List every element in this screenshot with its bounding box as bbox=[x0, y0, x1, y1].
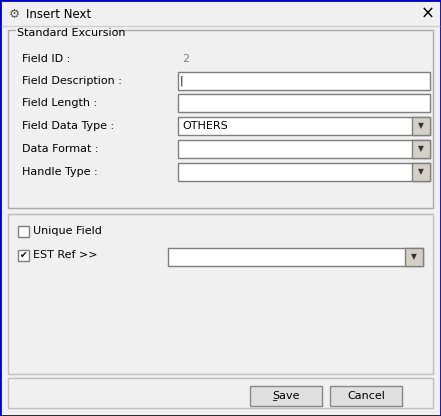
Text: Field Length :: Field Length : bbox=[22, 98, 97, 108]
Bar bbox=[178, 163, 430, 181]
Text: ×: × bbox=[421, 5, 435, 23]
Text: Standard Excursion: Standard Excursion bbox=[17, 28, 126, 38]
Bar bbox=[8, 214, 433, 374]
Text: ▼: ▼ bbox=[418, 144, 424, 154]
Bar bbox=[178, 94, 430, 112]
Text: Field ID :: Field ID : bbox=[22, 54, 70, 64]
Bar bbox=[8, 30, 433, 208]
Text: Unique Field: Unique Field bbox=[33, 226, 102, 237]
Text: ▼: ▼ bbox=[418, 168, 424, 176]
Bar bbox=[250, 386, 322, 406]
Bar bbox=[18, 226, 29, 237]
Text: Field Description :: Field Description : bbox=[22, 76, 122, 86]
Bar bbox=[178, 72, 430, 90]
Text: _: _ bbox=[272, 393, 276, 401]
Text: ✔: ✔ bbox=[20, 251, 27, 260]
Text: ⚙: ⚙ bbox=[8, 7, 20, 20]
Bar bbox=[412, 163, 430, 181]
Text: Data Format :: Data Format : bbox=[22, 144, 98, 154]
Bar bbox=[8, 378, 433, 408]
Bar bbox=[405, 248, 423, 266]
Text: EST Ref >>: EST Ref >> bbox=[33, 250, 97, 260]
Bar bbox=[178, 140, 430, 158]
Text: OTHERS: OTHERS bbox=[182, 121, 228, 131]
Text: 2: 2 bbox=[182, 54, 189, 64]
Bar bbox=[168, 248, 423, 266]
Text: Save: Save bbox=[272, 391, 300, 401]
Bar bbox=[412, 140, 430, 158]
Bar bbox=[330, 386, 402, 406]
Text: |: | bbox=[180, 76, 183, 86]
Text: Cancel: Cancel bbox=[347, 391, 385, 401]
Bar bbox=[178, 117, 430, 135]
Bar bbox=[2, 2, 439, 26]
Bar bbox=[16, 29, 114, 37]
Text: Insert Next: Insert Next bbox=[26, 7, 91, 20]
Text: Handle Type :: Handle Type : bbox=[22, 167, 97, 177]
Text: Field Data Type :: Field Data Type : bbox=[22, 121, 114, 131]
Text: ▼: ▼ bbox=[418, 121, 424, 131]
Bar bbox=[18, 250, 29, 261]
Bar bbox=[412, 117, 430, 135]
Text: ▼: ▼ bbox=[411, 253, 417, 262]
